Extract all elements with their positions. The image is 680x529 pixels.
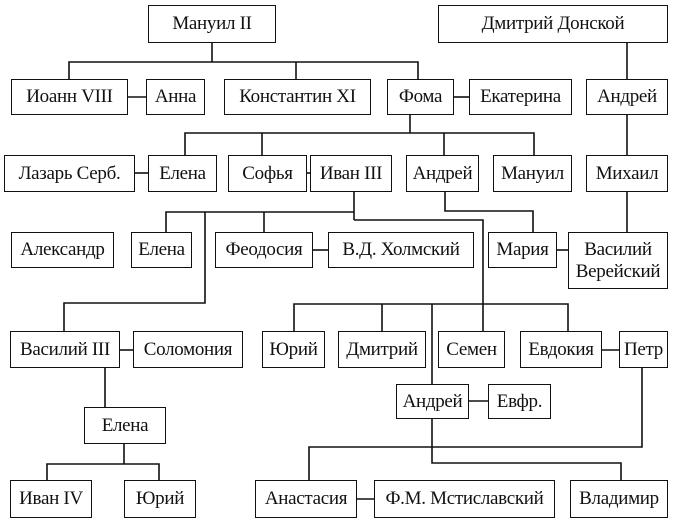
- person-solomoniya: Соломония: [133, 331, 243, 368]
- person-ivan3: Иван III: [310, 155, 392, 192]
- person-ekaterina: Екатерина: [469, 79, 572, 115]
- person-anna: Анна: [146, 79, 205, 115]
- person-elena: Елена: [84, 407, 166, 444]
- person-evfr: Евфр.: [488, 384, 551, 419]
- line-ivan3-children: [165, 211, 354, 232]
- person-semen: Семен: [438, 331, 505, 368]
- person-vladimir: Владимир: [570, 480, 668, 518]
- person-sofya: Софья: [228, 155, 307, 192]
- person-ioann8: Иоанн VIII: [11, 79, 128, 115]
- person-yury: Юрий: [124, 480, 196, 518]
- person-andrey: Андрей: [586, 79, 668, 115]
- person-dmitry-donskoy: Дмитрий Донской: [438, 5, 668, 43]
- person-mariya: Мария: [488, 232, 557, 268]
- person-ivan4: Иван IV: [10, 480, 92, 518]
- person-petr: Петр: [619, 331, 668, 368]
- person-andrey: Андрей: [406, 155, 479, 192]
- person-manuil: Мануил: [493, 155, 572, 192]
- person-aleksandr: Александр: [11, 232, 114, 268]
- person-yury: Юрий: [262, 331, 325, 368]
- line-andrey-mariya: [444, 192, 534, 232]
- line-foma-children: [184, 132, 535, 155]
- person-konstantin11: Константин XI: [224, 79, 371, 115]
- person-evdokiya: Евдокия: [520, 331, 602, 368]
- line-manuil2-children: [68, 61, 419, 79]
- line-ivan3-sons: [354, 219, 484, 331]
- person-kholmsky: В.Д. Холмский: [328, 232, 474, 268]
- line-andrey-vladimir: [431, 419, 622, 480]
- person-foma: Фома: [387, 79, 454, 115]
- line-ivan3-sons-bar: [293, 303, 569, 331]
- person-vasily-vereysky: Василий Верейский: [568, 232, 668, 289]
- line-ivan3-vasily3: [63, 212, 206, 331]
- person-manuil2: Мануил II: [148, 5, 276, 43]
- person-dmitry: Дмитрий: [338, 331, 426, 368]
- person-elena: Елена: [148, 155, 217, 192]
- line-elena-children: [46, 463, 160, 480]
- person-lazar: Лазарь Серб.: [4, 155, 135, 192]
- person-anastasiya: Анастасия: [255, 480, 357, 518]
- person-mikhail: Михаил: [586, 155, 668, 192]
- person-feodosiya: Феодосия: [215, 232, 313, 268]
- line-petr-anastasiya: [308, 368, 643, 480]
- person-mstislavsky: Ф.М. Мстиславский: [374, 480, 555, 518]
- person-elena: Елена: [131, 232, 192, 268]
- person-vasily3: Василий III: [10, 331, 120, 368]
- person-andrey: Андрей: [396, 384, 469, 419]
